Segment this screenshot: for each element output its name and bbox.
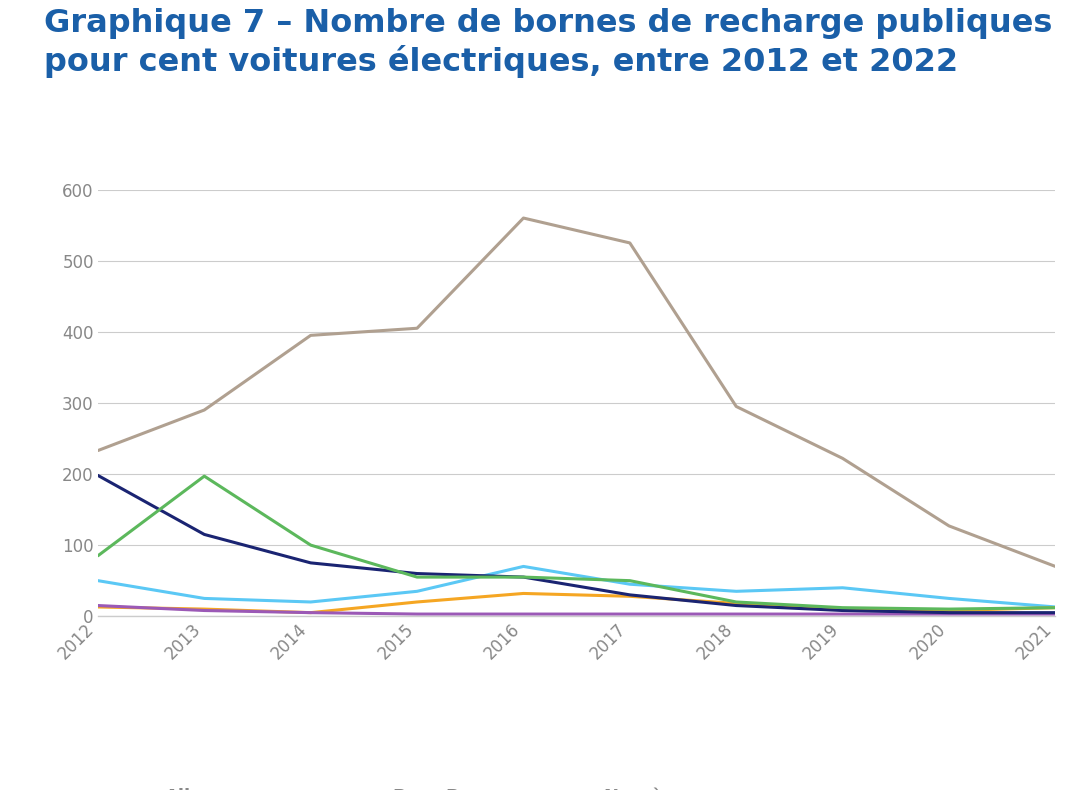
France — [91, 602, 104, 611]
Suède — [198, 472, 211, 481]
Italie — [623, 609, 636, 619]
Norvège — [305, 558, 318, 567]
Pays-Bas — [198, 405, 211, 415]
Legend: Allemagne, Italie, Pays-Bas, France, Norvège, Suède: Allemagne, Italie, Pays-Bas, France, Nor… — [107, 788, 689, 790]
Text: Graphique 7 – Nombre de bornes de recharge publiques
pour cent voitures électriq: Graphique 7 – Nombre de bornes de rechar… — [44, 8, 1052, 78]
Allemagne — [198, 594, 211, 604]
Norvège — [730, 600, 743, 610]
Suède — [942, 604, 955, 614]
Allemagne — [91, 576, 104, 585]
France — [730, 599, 743, 608]
Pays-Bas — [517, 213, 530, 223]
Norvège — [410, 569, 423, 578]
Line: France: France — [98, 593, 1055, 613]
Italie — [730, 609, 743, 619]
Pays-Bas — [730, 402, 743, 412]
Pays-Bas — [91, 446, 104, 455]
Italie — [1049, 609, 1062, 619]
Line: Italie: Italie — [98, 605, 1055, 614]
Pays-Bas — [942, 521, 955, 531]
France — [410, 597, 423, 607]
Norvège — [91, 471, 104, 480]
Suède — [623, 576, 636, 585]
Line: Suède: Suède — [98, 476, 1055, 609]
Norvège — [942, 608, 955, 618]
Pays-Bas — [410, 324, 423, 333]
Suède — [730, 597, 743, 607]
France — [623, 592, 636, 601]
Suède — [410, 572, 423, 581]
Line: Norvège: Norvège — [98, 476, 1055, 613]
Italie — [198, 606, 211, 615]
Norvège — [623, 590, 636, 600]
Suède — [1049, 603, 1062, 612]
Pays-Bas — [836, 453, 849, 463]
France — [942, 606, 955, 615]
Norvège — [836, 606, 849, 615]
Suède — [91, 551, 104, 561]
Allemagne — [942, 594, 955, 604]
Allemagne — [836, 583, 849, 592]
Suède — [517, 572, 530, 581]
Line: Allemagne: Allemagne — [98, 566, 1055, 607]
Allemagne — [1049, 602, 1062, 611]
Italie — [942, 609, 955, 619]
Norvège — [1049, 608, 1062, 618]
Pays-Bas — [305, 330, 318, 340]
Norvège — [198, 529, 211, 539]
Norvège — [517, 572, 530, 581]
Italie — [410, 609, 423, 619]
France — [198, 604, 211, 614]
France — [836, 604, 849, 614]
Allemagne — [623, 580, 636, 589]
Allemagne — [305, 597, 318, 607]
Italie — [305, 608, 318, 618]
Pays-Bas — [1049, 562, 1062, 571]
Suède — [305, 540, 318, 550]
Allemagne — [730, 586, 743, 596]
Italie — [91, 600, 104, 610]
France — [517, 589, 530, 598]
Italie — [836, 609, 849, 619]
Pays-Bas — [623, 238, 636, 247]
France — [1049, 603, 1062, 612]
Suède — [836, 603, 849, 612]
Allemagne — [410, 586, 423, 596]
Italie — [517, 609, 530, 619]
Allemagne — [517, 562, 530, 571]
Line: Pays-Bas: Pays-Bas — [98, 218, 1055, 566]
France — [305, 608, 318, 618]
